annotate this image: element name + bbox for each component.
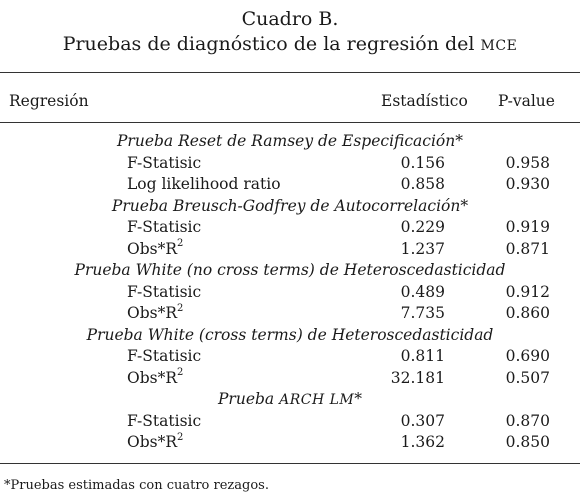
row-label-text: Obs*R	[127, 368, 178, 387]
row-label-text: F-Statisic	[127, 282, 202, 301]
table-row: Obs*R2 1.362 0.850	[0, 431, 580, 455]
pvalue-value: 0.958	[505, 153, 550, 172]
row-label: F-Statisic	[127, 283, 201, 301]
table-row: F-Statisic 0.307 0.870	[0, 412, 580, 434]
statistic-value: 0.229	[400, 218, 445, 236]
bottom-rule	[0, 463, 580, 464]
caption-abbrev: mce	[480, 38, 518, 54]
pvalue-value: 0.507	[505, 368, 550, 387]
row-label-superscript: 2	[177, 367, 184, 379]
header-rule	[0, 122, 580, 123]
header-pvalue: P-value	[498, 92, 555, 110]
table-row: F-Statisic 0.156 0.958	[0, 154, 580, 176]
row-label: F-Statisic	[127, 154, 201, 172]
statistic-value: 32.181	[390, 368, 445, 387]
section-title: Prueba Reset de Ramsey de Especificación…	[117, 132, 463, 150]
statistic-value: 1.362	[400, 433, 445, 451]
statistic-value: 0.858	[400, 175, 445, 193]
section-title-abbrev: arch lm	[279, 392, 355, 408]
table-caption-number: Cuadro B.	[241, 8, 339, 30]
pvalue-value: 0.912	[505, 282, 550, 301]
row-label-text: F-Statisic	[127, 218, 202, 236]
row-label-text: F-Statisic	[127, 411, 202, 430]
table-row: Obs*R2 32.181 0.507	[0, 367, 580, 391]
section-title: Prueba Breusch-Godfrey de Autocorrelació…	[111, 196, 469, 215]
section-title-prefix: Prueba	[218, 390, 280, 408]
row-label: Obs*R2	[127, 302, 184, 322]
table-row: F-Statisic 0.489 0.912	[0, 283, 580, 305]
section-title-suffix: *	[354, 390, 362, 408]
table-row: F-Statisic 0.229 0.919	[0, 218, 580, 240]
header-regression: Regresión	[9, 92, 89, 110]
pvalue-value: 0.690	[505, 347, 550, 365]
row-label: Log likelihood ratio	[127, 175, 281, 193]
row-label-text: F-Statisic	[127, 153, 202, 172]
section-title: Prueba White (no cross terms) de Heteros…	[74, 261, 506, 279]
statistic-value: 0.307	[400, 411, 445, 430]
pvalue-value: 0.860	[505, 304, 550, 322]
statistic-value: 0.156	[400, 153, 445, 172]
row-label: F-Statisic	[127, 218, 201, 236]
row-label: Obs*R2	[127, 238, 184, 258]
row-label-superscript: 2	[177, 302, 184, 314]
row-label: Obs*R2	[127, 367, 184, 387]
row-label-text: Obs*R	[127, 239, 178, 258]
row-label-text: F-Statisic	[127, 347, 202, 365]
header-statistic: Estadístico	[381, 92, 468, 110]
row-label-text: Obs*R	[127, 304, 178, 322]
row-label-text: Obs*R	[127, 433, 178, 451]
table-row: F-Statisic 0.811 0.690	[0, 347, 580, 369]
table-row: Obs*R2 7.735 0.860	[0, 302, 580, 326]
pvalue-value: 0.870	[505, 411, 550, 430]
row-label-text: Log likelihood ratio	[127, 175, 281, 193]
row-label: F-Statisic	[127, 412, 201, 430]
pvalue-value: 0.930	[505, 175, 550, 193]
footnote: *Pruebas estimadas con cuatro rezagos.	[4, 478, 269, 493]
table-row: Obs*R2 1.237 0.871	[0, 238, 580, 262]
statistic-value: 1.237	[400, 239, 445, 258]
table-body: Prueba Reset de Ramsey de Especificación…	[0, 132, 580, 455]
pvalue-value: 0.871	[505, 239, 550, 258]
table-caption-title: Pruebas de diagnóstico de la regresión d…	[0, 33, 580, 55]
table-row: Log likelihood ratio 0.858 0.930	[0, 175, 580, 197]
section-title: Prueba arch lm*	[0, 390, 580, 412]
statistic-value: 0.489	[400, 282, 445, 301]
pvalue-value: 0.850	[505, 433, 550, 451]
statistic-value: 0.811	[400, 347, 445, 365]
row-label: Obs*R2	[127, 431, 184, 451]
statistic-value: 7.735	[400, 304, 445, 322]
row-label: F-Statisic	[127, 347, 201, 365]
pvalue-value: 0.919	[505, 218, 550, 236]
row-label-superscript: 2	[177, 431, 184, 443]
row-label-superscript: 2	[177, 238, 184, 250]
section-title: Prueba White (cross terms) de Heterosced…	[86, 325, 494, 344]
caption-text: Pruebas de diagnóstico de la regresión d…	[62, 33, 481, 55]
top-rule	[0, 72, 580, 73]
